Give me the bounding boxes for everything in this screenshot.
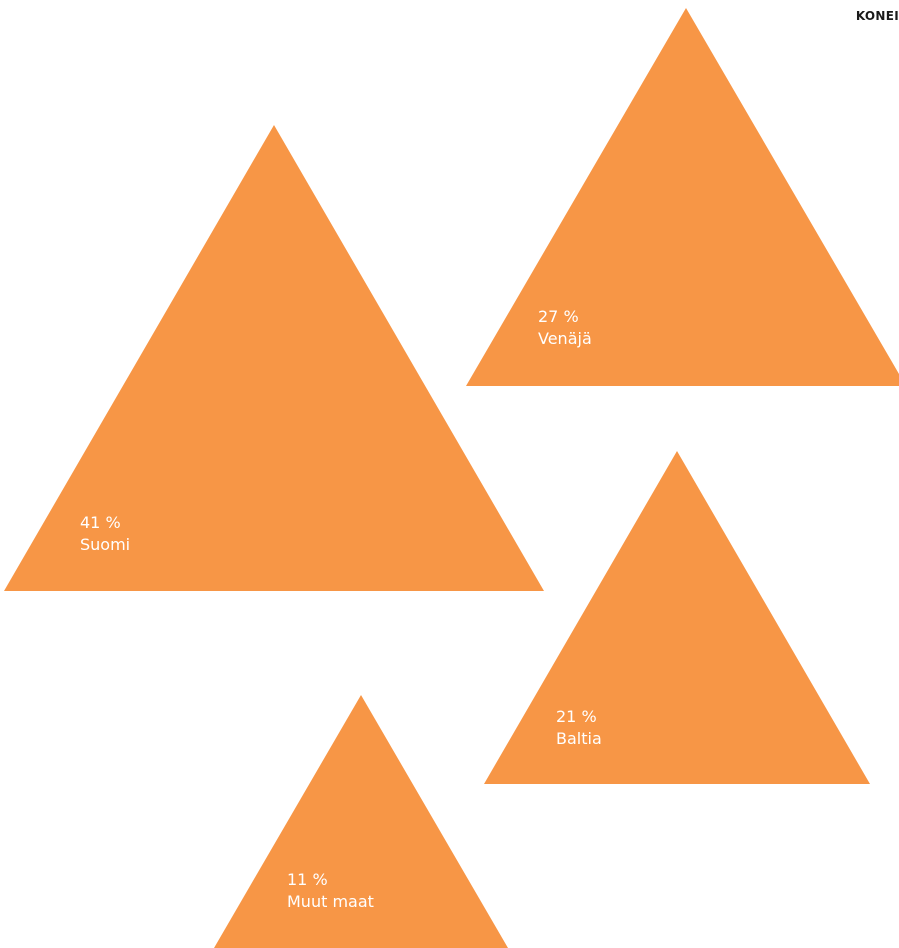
triangle-suomi: 41 % Suomi [4, 125, 544, 591]
triangle-baltia: 21 % Baltia [484, 451, 870, 784]
triangle-venäjä: 27 % Venäjä [466, 8, 899, 386]
triangle-shape [4, 125, 544, 591]
category-label: Muut maat [287, 892, 374, 911]
triangle-shape [484, 451, 870, 784]
triangle-muut-maat: 11 % Muut maat [214, 695, 508, 948]
triangle-shape [214, 695, 508, 948]
value-label: 11 % [287, 870, 328, 889]
brand-label: KONEI [855, 9, 899, 23]
triangle-shape [466, 8, 899, 386]
value-label: 41 % [80, 513, 121, 532]
value-label: 21 % [556, 707, 597, 726]
category-label: Venäjä [538, 329, 592, 348]
category-label: Baltia [556, 729, 602, 748]
category-label: Suomi [80, 535, 130, 554]
value-label: 27 % [538, 307, 579, 326]
